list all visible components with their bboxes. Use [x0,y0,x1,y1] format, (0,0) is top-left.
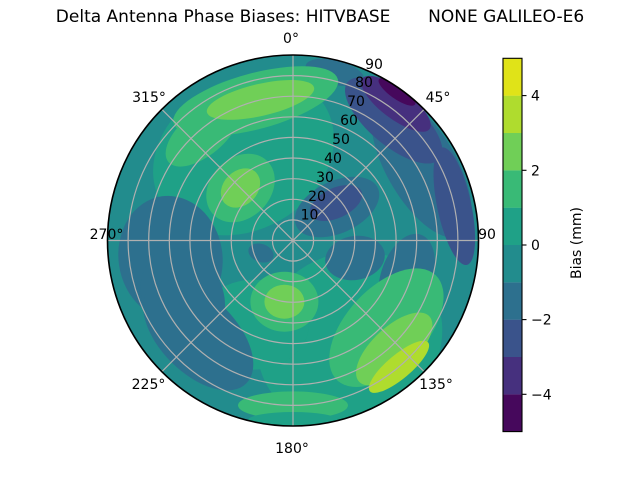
colorbar-band [503,245,522,283]
colorbar-band [503,170,522,208]
radial-label-30: 30 [316,170,334,186]
colorbar: 4 2 0 −2 −4 Bias (mm) [502,57,585,433]
polar-spine [106,54,480,427]
radial-label-10: 10 [301,208,319,224]
colorbar-band [503,319,522,357]
colorbar-band [503,357,522,395]
radial-label-80: 80 [355,75,373,91]
chart-title: Delta Antenna Phase Biases: HITVBASE NON… [55,7,585,27]
angular-label-45: 45° [426,90,451,106]
colorbar-band [503,394,522,432]
contour-region [378,78,416,106]
colorbar-band [503,207,522,245]
radial-label-50: 50 [332,132,350,148]
colorbar-band [503,133,522,171]
radial-label-90: 90 [365,57,383,73]
contour-region [361,75,431,132]
radial-label-20: 20 [308,189,326,205]
angular-label-270: 270° [90,227,124,243]
angular-tick-labels: 0° 45° 90 135° 180° 225° 270° 315° [90,31,496,457]
colorbar-band [503,282,522,320]
colorbar-tick-4: 4 [531,89,540,105]
colorbar-tick-2: 2 [531,163,540,179]
angular-label-180: 180° [275,441,309,457]
colorbar-band [503,95,522,133]
contour-region [248,243,274,263]
angular-label-225: 225° [132,377,166,393]
colorbar-tick-0: 0 [531,238,540,254]
colorbar-band [503,58,522,96]
contour-region [356,312,433,386]
radial-label-60: 60 [340,113,358,129]
angular-label-135: 135° [419,377,453,393]
radial-label-40: 40 [324,151,342,167]
angular-label-315: 315° [132,90,166,106]
angular-label-0: 0° [283,31,299,47]
angular-label-90: 90 [478,227,496,243]
colorbar-tick-neg2: −2 [531,313,552,329]
colorbar-tick-neg4: −4 [531,387,552,403]
radial-label-70: 70 [347,94,365,110]
radial-tick-labels: 10 20 30 40 50 60 70 80 90 [301,57,383,224]
colorbar-axis-label: Bias (mm) [569,207,585,279]
polar-grid [107,55,479,426]
